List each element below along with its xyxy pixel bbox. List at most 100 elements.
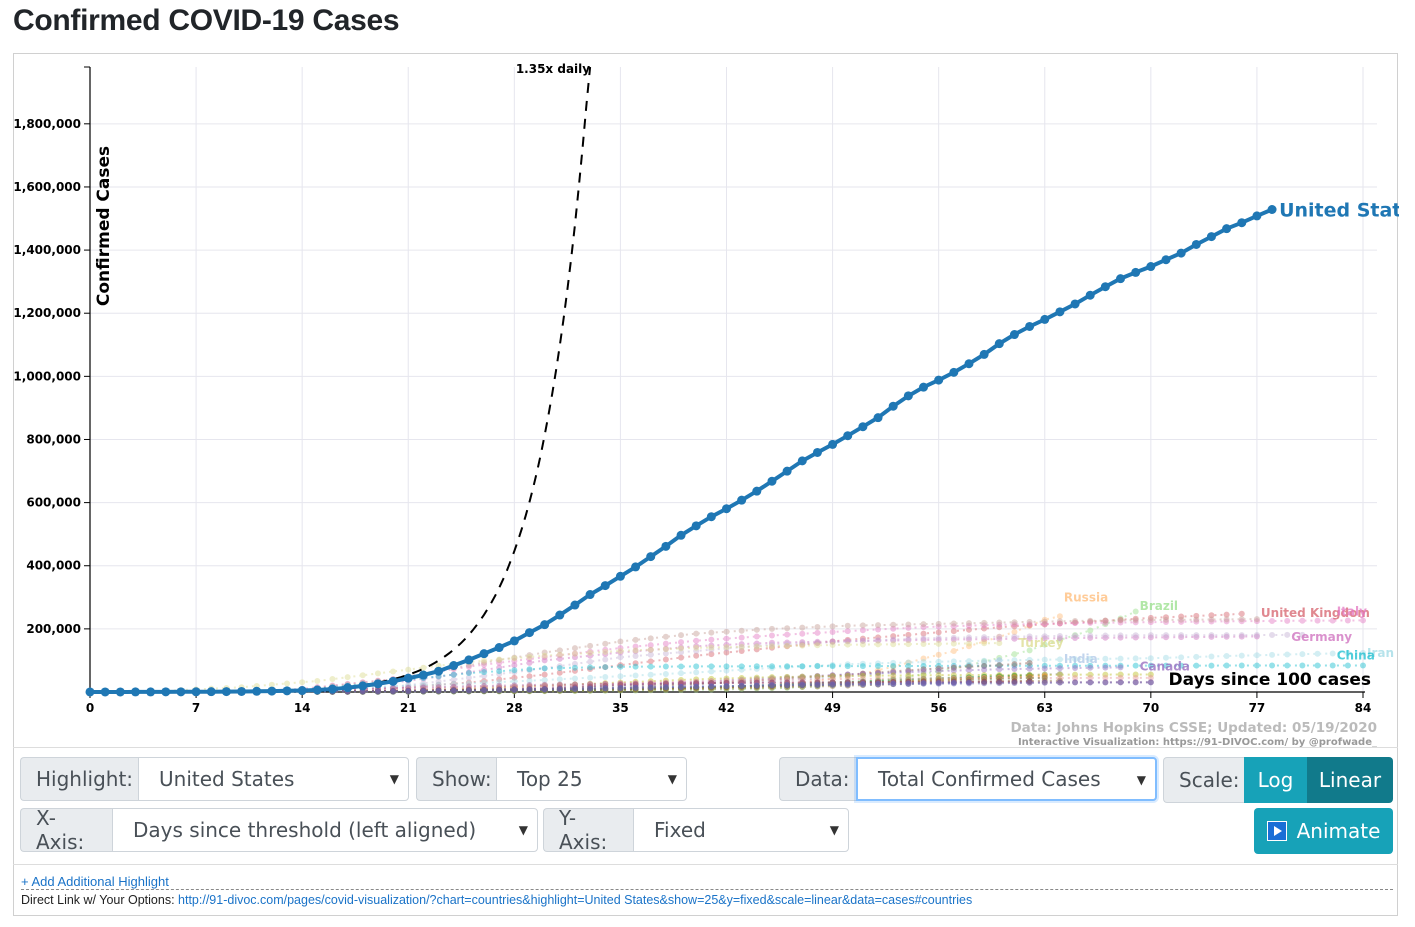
show-select[interactable]: Top 25 ▼ <box>496 757 687 801</box>
data-point <box>662 686 669 693</box>
data-point <box>465 688 472 695</box>
data-point <box>950 679 957 686</box>
scale-linear-button[interactable]: Linear <box>1307 757 1393 803</box>
data-point <box>1193 618 1200 625</box>
highlight-data-point <box>949 367 959 377</box>
highlight-select-value: United States <box>159 767 295 791</box>
data-point <box>314 677 321 684</box>
data-point <box>496 688 503 695</box>
data-point <box>678 681 685 688</box>
data-point <box>1132 671 1139 678</box>
yaxis-select[interactable]: Fixed ▼ <box>633 808 849 852</box>
data-point <box>465 687 472 694</box>
highlight-data-point <box>191 687 201 697</box>
add-highlight-link[interactable]: + Add Additional Highlight <box>21 874 169 889</box>
highlight-data-point <box>615 571 625 581</box>
highlight-data-point <box>706 512 716 522</box>
data-point <box>890 680 897 687</box>
data-point <box>950 677 957 684</box>
data-point <box>768 641 775 648</box>
data-point <box>723 628 730 635</box>
data-point <box>708 680 715 687</box>
data-point <box>1344 662 1351 669</box>
data-point <box>799 682 806 689</box>
data-point <box>556 684 563 691</box>
data-point <box>890 677 897 684</box>
data-point <box>1026 672 1033 679</box>
data-point <box>829 623 836 630</box>
data-point <box>541 685 548 692</box>
data-point <box>420 687 427 694</box>
highlight-data-point <box>297 686 307 696</box>
data-point <box>1253 662 1260 669</box>
data-point <box>1147 619 1154 626</box>
data-point <box>390 688 397 695</box>
animate-button[interactable]: Animate <box>1254 808 1393 854</box>
data-point <box>753 682 760 689</box>
highlight-data-point <box>797 456 807 466</box>
highlight-data-point <box>237 686 247 696</box>
data-point <box>450 680 457 687</box>
data-point <box>435 688 442 695</box>
data-point <box>753 678 760 685</box>
highlight-data-point <box>115 687 125 697</box>
data-point <box>632 647 639 654</box>
data-point <box>541 671 548 678</box>
data-point <box>1117 662 1124 669</box>
data-point <box>1360 662 1366 669</box>
data-point <box>662 682 669 689</box>
data-point <box>587 658 594 665</box>
data-point <box>632 687 639 694</box>
data-point <box>390 688 397 695</box>
data-point <box>1132 662 1139 669</box>
data-point <box>587 681 594 688</box>
data-point <box>511 683 518 690</box>
data-point <box>768 676 775 683</box>
data-point <box>738 677 745 684</box>
data-point <box>556 687 563 694</box>
highlight-data-point <box>479 649 489 659</box>
data-point <box>1011 662 1018 669</box>
data-point <box>935 636 942 643</box>
data-point <box>571 684 578 691</box>
data-point <box>844 682 851 689</box>
data-point <box>526 659 533 666</box>
data-point <box>465 670 472 677</box>
data-point <box>981 678 988 685</box>
data-point <box>390 688 397 695</box>
highlight-select[interactable]: United States ▼ <box>138 757 409 801</box>
data-point <box>465 683 472 690</box>
direct-link-url[interactable]: http://91-divoc.com/pages/covid-visualiz… <box>178 893 973 907</box>
data-point <box>1208 616 1215 623</box>
data-point <box>693 684 700 691</box>
data-point <box>465 688 472 695</box>
data-point <box>617 680 624 687</box>
xaxis-select[interactable]: Days since threshold (left aligned) ▼ <box>112 808 538 852</box>
data-point <box>890 679 897 686</box>
data-point <box>420 688 427 695</box>
data-point <box>420 687 427 694</box>
data-point <box>632 686 639 693</box>
data-point <box>693 652 700 659</box>
data-point <box>647 679 654 686</box>
highlight-data-point <box>1100 282 1110 292</box>
data-point <box>723 644 730 651</box>
data-point <box>844 638 851 645</box>
data-point <box>1041 662 1048 669</box>
highlight-data-point <box>691 521 701 531</box>
data-point <box>768 639 775 646</box>
data-point <box>859 635 866 642</box>
x-tick-label: 14 <box>294 701 311 715</box>
data-point <box>935 662 942 669</box>
data-point <box>784 664 791 671</box>
data-point <box>632 681 639 688</box>
data-point <box>632 660 639 667</box>
data-point <box>920 675 927 682</box>
scale-log-button[interactable]: Log <box>1244 757 1307 803</box>
data-point <box>935 677 942 684</box>
data-point <box>1147 655 1154 662</box>
data-point <box>935 675 942 682</box>
data-point <box>526 686 533 693</box>
data-point <box>875 667 882 674</box>
data-select[interactable]: Total Confirmed Cases ▼ <box>856 757 1157 801</box>
